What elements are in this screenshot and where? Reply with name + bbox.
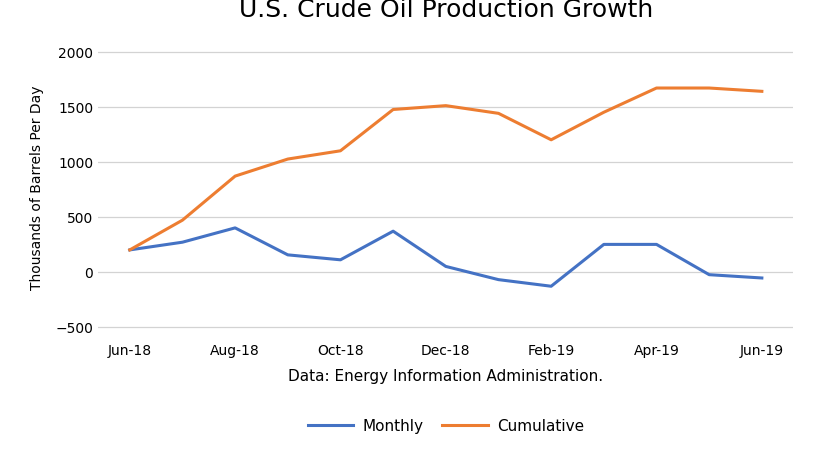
X-axis label: Data: Energy Information Administration.: Data: Energy Information Administration. [288, 368, 604, 383]
Cumulative [441, 104, 451, 109]
Cumulative [652, 86, 662, 92]
Monthly [335, 258, 345, 263]
Monthly [283, 253, 293, 258]
Title: U.S. Crude Oil Production Growth: U.S. Crude Oil Production Growth [239, 0, 653, 22]
Cumulative [546, 138, 556, 143]
Monthly [757, 276, 766, 281]
Cumulative [389, 107, 398, 113]
Y-axis label: Thousands of Barrels Per Day: Thousands of Barrels Per Day [30, 85, 44, 289]
Line: Monthly: Monthly [130, 228, 762, 286]
Cumulative [757, 89, 766, 95]
Monthly [125, 248, 135, 253]
Monthly [493, 277, 503, 283]
Cumulative [230, 174, 240, 179]
Cumulative [178, 218, 187, 223]
Cumulative [335, 149, 345, 154]
Cumulative [704, 86, 714, 92]
Monthly [441, 264, 451, 270]
Cumulative [125, 248, 135, 253]
Monthly [599, 242, 609, 248]
Monthly [230, 226, 240, 231]
Monthly [704, 272, 714, 278]
Cumulative [599, 110, 609, 116]
Cumulative [283, 157, 293, 162]
Monthly [546, 284, 556, 289]
Monthly [389, 229, 398, 235]
Monthly [178, 240, 187, 245]
Line: Cumulative: Cumulative [130, 89, 762, 250]
Cumulative [493, 111, 503, 117]
Legend: Monthly, Cumulative: Monthly, Cumulative [302, 412, 590, 440]
Monthly [652, 242, 662, 248]
